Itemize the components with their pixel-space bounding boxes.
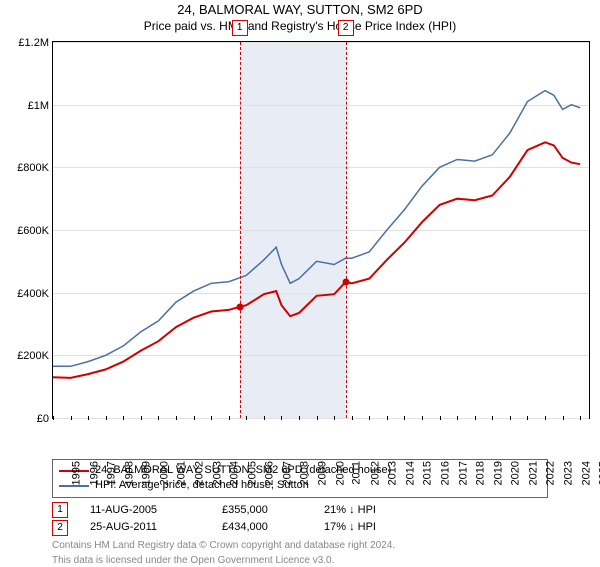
x-axis-label: 2008 — [299, 461, 311, 485]
y-axis-label: £600K — [17, 225, 49, 237]
x-axis-label: 1995 — [70, 461, 82, 485]
sale-date: 25-AUG-2011 — [90, 519, 200, 537]
x-axis-label: 2024 — [580, 461, 592, 485]
chart-subtitle: Price paid vs. HM Land Registry's House … — [0, 19, 600, 35]
x-axis-label: 2019 — [492, 461, 504, 485]
x-axis-label: 2011 — [351, 461, 363, 485]
sale-price: £355,000 — [222, 502, 302, 520]
x-axis-label: 2001 — [176, 461, 188, 485]
y-axis-label: £200K — [17, 350, 49, 362]
y-axis-label: £0 — [37, 413, 49, 425]
y-axis-label: £1.2M — [18, 37, 49, 49]
chart-plot-area: £0£200K£400K£600K£800K£1M£1.2M12 — [52, 41, 590, 419]
sale-marker-point — [342, 278, 349, 285]
x-axis-label: 1996 — [88, 461, 100, 485]
sale-marker-point — [236, 303, 243, 310]
x-axis-label: 2022 — [545, 461, 557, 485]
sale-row: 2 25-AUG-2011 £434,000 17% ↓ HPI — [52, 519, 548, 537]
x-axis-label: 2000 — [158, 461, 170, 485]
legend-label: 24, BALMORAL WAY, SUTTON, SM2 6PD (detac… — [95, 463, 391, 478]
x-axis-label: 2010 — [334, 461, 346, 485]
y-axis-label: £400K — [17, 288, 49, 300]
sale-index: 2 — [52, 520, 68, 536]
x-axis-label: 2005 — [246, 461, 258, 485]
x-axis-label: 2003 — [211, 461, 223, 485]
x-axis-label: 2013 — [387, 461, 399, 485]
sale-marker-label: 2 — [338, 20, 354, 36]
sale-marker-label: 1 — [232, 20, 248, 36]
x-axis-label: 2012 — [369, 461, 381, 485]
sales-table: 1 11-AUG-2005 £355,000 21% ↓ HPI 2 25-AUG-201… — [52, 502, 548, 537]
sale-marker-line — [240, 42, 241, 418]
chart-title: 24, BALMORAL WAY, SUTTON, SM2 6PD — [0, 0, 600, 19]
x-axis-label: 2021 — [527, 461, 539, 485]
sale-marker-line — [346, 42, 347, 418]
y-axis-label: £800K — [17, 162, 49, 174]
footnote-copyright: Contains HM Land Registry data © Crown c… — [52, 539, 548, 552]
x-axis-label: 2006 — [264, 461, 276, 485]
x-axis-label: 2002 — [194, 461, 206, 485]
series-property — [53, 142, 580, 378]
x-axis-label: 2014 — [404, 461, 416, 485]
x-axis-label: 2015 — [422, 461, 434, 485]
sale-price: £434,000 — [222, 519, 302, 537]
sale-row: 1 11-AUG-2005 £355,000 21% ↓ HPI — [52, 502, 548, 520]
sale-date: 11-AUG-2005 — [90, 502, 200, 520]
x-axis-labels: 1995199619971998199920002001200220032004… — [52, 419, 590, 455]
x-axis-label: 2020 — [510, 461, 522, 485]
x-axis-label: 1999 — [141, 461, 153, 485]
sale-delta: 17% ↓ HPI — [324, 519, 376, 537]
sale-index: 1 — [52, 502, 68, 518]
x-axis-label: 1997 — [106, 461, 118, 485]
x-axis-label: 2023 — [563, 461, 575, 485]
x-axis-label: 2004 — [229, 461, 241, 485]
x-axis-label: 2009 — [317, 461, 329, 485]
x-axis-label: 1998 — [123, 461, 135, 485]
x-axis-label: 2016 — [440, 461, 452, 485]
x-axis-label: 2018 — [475, 461, 487, 485]
x-axis-label: 2007 — [281, 461, 293, 485]
y-axis-label: £1M — [28, 100, 49, 112]
footnote-licence: This data is licensed under the Open Gov… — [52, 554, 548, 567]
series-hpi — [53, 90, 580, 366]
x-axis-label: 2017 — [457, 461, 469, 485]
sale-delta: 21% ↓ HPI — [324, 502, 376, 520]
